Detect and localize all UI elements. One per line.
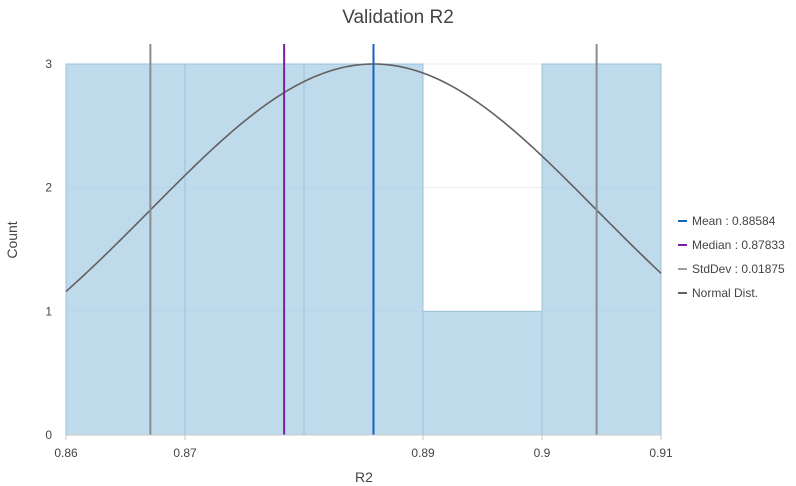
histogram-bar	[422, 310, 543, 436]
stat-lines	[149, 44, 598, 435]
normal-curve-path	[65, 63, 662, 293]
y-tick-label: 3	[45, 57, 52, 71]
histogram-bar	[65, 63, 186, 436]
legend-label-mean: Mean : 0.88584	[692, 214, 776, 228]
chart-title: Validation R2	[342, 7, 454, 28]
legend: Mean : 0.88584 Median : 0.87833 StdDev : 0…	[678, 214, 785, 300]
legend-label-median: Median : 0.87833	[692, 238, 785, 252]
normal-distribution-curve	[65, 63, 662, 293]
histogram-bars	[65, 63, 662, 436]
axes: 0.86 0.87 0.89 0.9 0.91 0 1 2 3	[45, 57, 673, 460]
x-axis-label: R2	[355, 469, 373, 485]
legend-label-stddev: StdDev : 0.01875	[692, 262, 785, 276]
y-axis-label: Count	[4, 221, 20, 258]
y-tick-label: 0	[45, 428, 52, 442]
x-tick-label: 0.86	[54, 446, 78, 460]
x-tick-label: 0.91	[649, 446, 673, 460]
x-tick-label: 0.87	[173, 446, 197, 460]
y-tick-label: 1	[45, 304, 52, 318]
y-tick-label: 2	[45, 181, 52, 195]
x-tick-label: 0.89	[411, 446, 435, 460]
x-tick-label: 0.9	[534, 446, 551, 460]
histogram-bar	[303, 63, 424, 436]
histogram-bar	[541, 63, 662, 436]
legend-label-normal: Normal Dist.	[692, 286, 758, 300]
histogram-bar	[184, 63, 305, 436]
